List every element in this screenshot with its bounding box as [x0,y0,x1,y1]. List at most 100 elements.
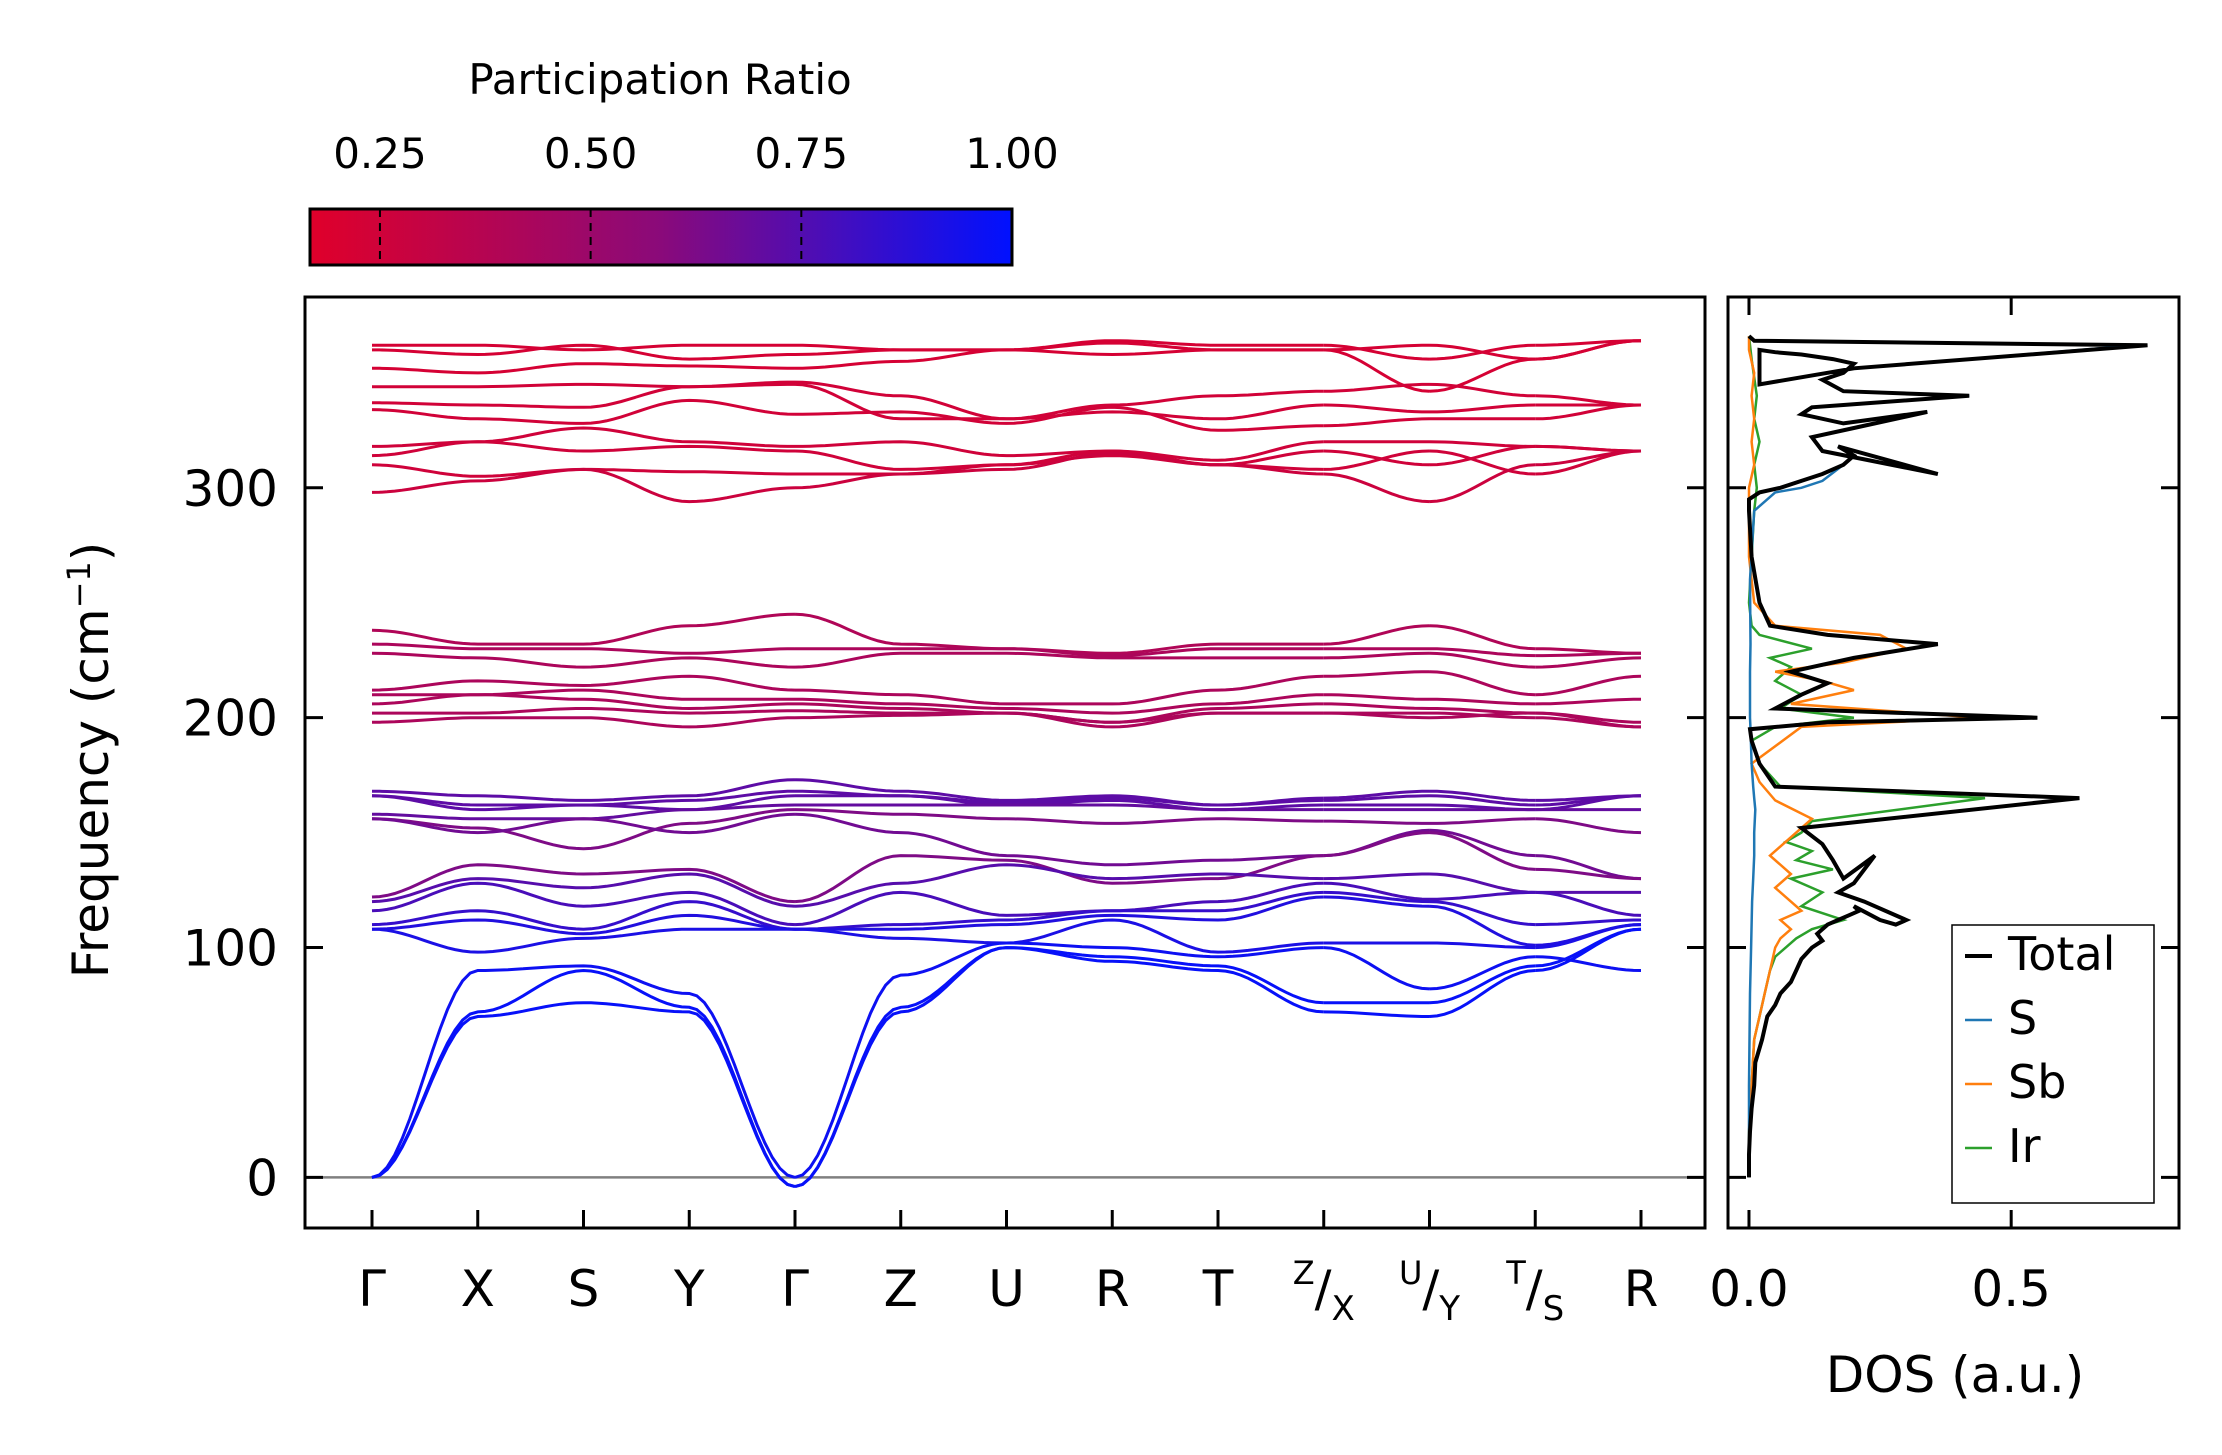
colorbar-tick-labels: 0.25 0.50 0.75 1.00 [333,129,1059,178]
band-y-tick-label: 100 [183,920,278,978]
band-x-tick-label: U/Y [1399,1254,1460,1329]
phonon-band-line [371,674,796,692]
phonon-bands [371,339,1642,1189]
phonon-band-line [1323,831,1430,858]
phonon-band-line [1535,449,1642,467]
tick-label-sub: X [1331,1289,1354,1329]
phonon-band-line [794,808,1324,825]
ylabel-suffix: ) [62,542,120,562]
phonon-band-line [1323,403,1430,414]
phonon-band-line [372,343,795,361]
phonon-band-line [1429,444,1536,467]
phonon-band-line [371,794,796,812]
dos-x-axis-label: DOS (a.u.) [1826,1346,2085,1404]
band-y-axis-label: Frequency (cm−1) [60,542,120,979]
phonon-band-line [1323,789,1430,800]
band-x-tick-label: S [568,1260,600,1318]
colorbar-tick-label: 0.50 [544,129,638,178]
band-x-tick-label: Γ [781,1260,809,1318]
phonon-band-line [794,451,1324,490]
band-x-tick-label: Z/X [1293,1254,1355,1329]
phonon-band-line [371,398,796,425]
colorbar-tick-label: 1.00 [965,129,1059,178]
phonon-band-line [1429,711,1536,720]
dos-plot-frame [1726,295,2181,1230]
phonon-band-line [794,812,1324,867]
phonon-band-line [1323,881,1430,901]
phonon-band-line [372,688,795,701]
phonon-band-line [371,812,796,835]
phonon-band-line [1429,794,1536,807]
colorbar-gradient [308,207,1014,267]
tick-label-sub: S [1543,1289,1565,1329]
band-x-tick-label: U [988,1260,1025,1318]
phonon-band-line [794,854,1324,904]
colorbar-tick-label: 0.25 [333,129,427,178]
phonon-band-line [1323,895,1430,908]
phonon-band-line [794,890,1324,931]
phonon-band-line [1429,463,1536,504]
phonon-band-line [1535,817,1642,835]
phonon-band-line [795,647,1324,658]
ylabel-prefix: Frequency (cm [62,608,120,978]
phonon-band-line [1323,1010,1430,1018]
tick-label-sub: Y [1438,1289,1460,1329]
phonon-band-line [1323,946,1430,991]
tick-label-main: / [1422,1260,1439,1318]
phonon-band-line [1429,403,1536,414]
legend-label-ir: Ir [2008,1119,2041,1173]
phonon-band-line [1535,955,1642,972]
phonon-band-line [371,803,796,821]
phonon-band-line [795,693,1324,715]
phonon-band-line [794,711,1324,729]
phonon-band-line [1429,969,1536,1018]
phonon-band-line [1323,449,1430,471]
phonon-band-line [795,440,1324,462]
legend-label-s: S [2008,991,2037,1045]
phonon-band-line [1535,674,1642,697]
colorbar: Participation Ratio 0.25 0.50 0.75 1.00 [308,55,1059,267]
phonon-band-line [1429,670,1536,697]
colorbar-tick-marks [378,209,803,265]
ylabel-exponent: −1 [60,561,98,608]
phonon-band-line [1535,403,1642,421]
band-x-tick-label: T/S [1505,1254,1564,1329]
phonon-band-line [1429,828,1536,858]
colorbar-tick-label: 0.75 [755,129,849,178]
tick-label-sup: T [1505,1254,1526,1292]
phonon-band-line [1429,817,1536,825]
phonon-band-line [794,941,1324,1179]
phonon-band-line [371,808,796,851]
phonon-band-line [795,803,1324,812]
phonon-band-line [371,693,795,711]
phonon-band-line [1323,472,1430,504]
phonon-band-line [371,467,796,504]
phonon-band-line [1429,647,1536,658]
phonon-band-line [794,946,1324,1189]
phonon-band-line [1323,819,1430,825]
phonon-band-line [1429,789,1536,802]
phonon-band-line [371,881,796,927]
phonon-band-line [1323,382,1430,393]
phonon-band-line [1429,831,1536,871]
phonon-band-line [371,900,796,931]
phonon-band-line [1535,449,1642,476]
phonon-band-line [371,863,796,904]
phonon-band-line [1323,693,1430,701]
phonon-band-line [1429,872,1536,894]
phonon-band-line [795,405,1324,432]
phonon-band-line [1535,651,1641,658]
phonon-band-line [1323,872,1430,881]
phonon-band-line [1535,923,1642,950]
band-y-tick-label: 300 [183,460,278,518]
phonon-band-line [1535,918,1641,927]
phonon-band-line [1323,417,1430,428]
dos-series-total [1747,334,2148,1178]
phonon-band-line [372,707,795,715]
band-y-tick-label: 0 [246,1149,278,1207]
phonon-band-line [1323,794,1430,802]
phonon-band-line [1323,890,1430,904]
phonon-band-line [1429,651,1536,669]
band-x-axis: Γ X S Y Γ Z U R T Z/XU/YT/S R [358,1210,1658,1329]
